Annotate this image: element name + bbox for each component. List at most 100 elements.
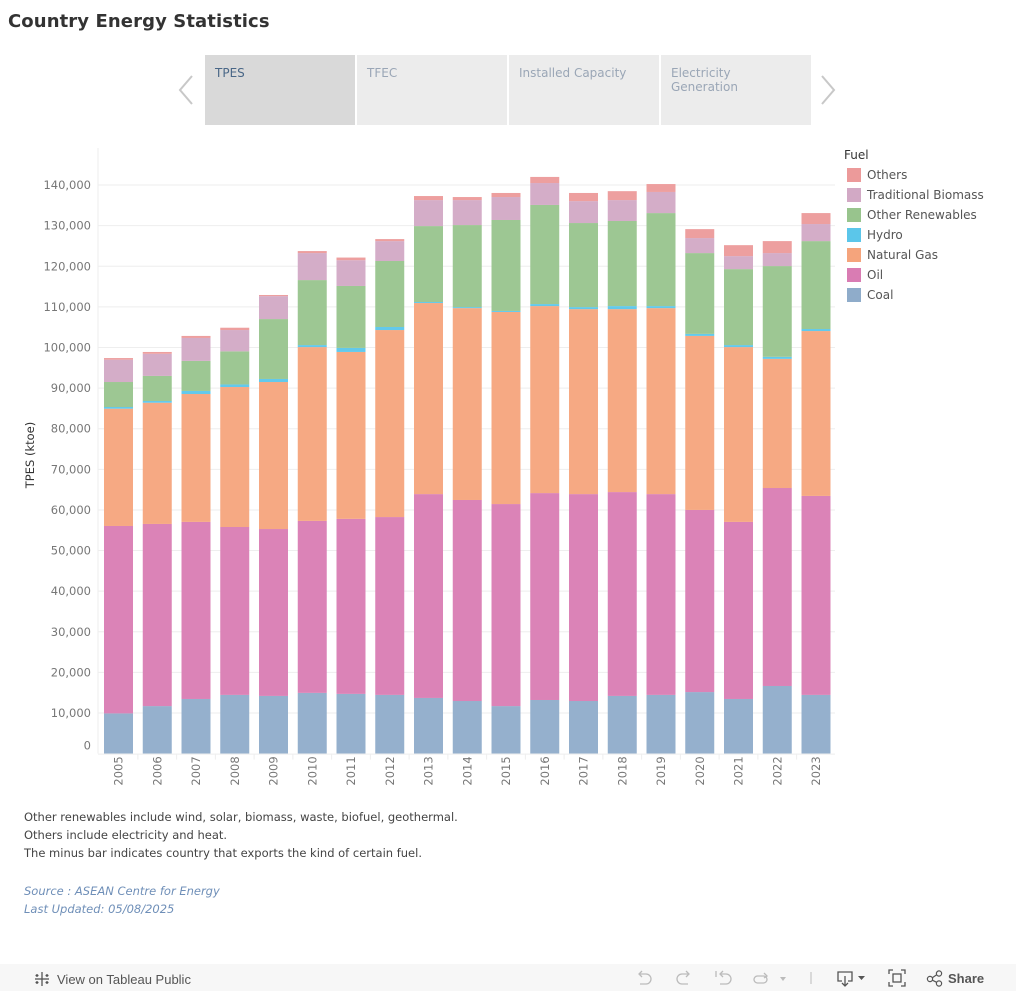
share-button[interactable]: Share (926, 969, 984, 987)
refresh-button[interactable] (752, 969, 790, 987)
download-button[interactable] (836, 969, 868, 987)
bar-segment-others[interactable] (452, 197, 482, 201)
bar-segment-others[interactable] (181, 335, 211, 338)
bar-segment-other-renewables[interactable] (297, 280, 327, 346)
bar-segment-coal[interactable] (142, 706, 172, 754)
bar-segment-oil[interactable] (181, 521, 211, 699)
bar-segment-natural-gas[interactable] (801, 331, 831, 496)
bar-segment-traditional-biomass[interactable] (375, 241, 405, 262)
bar-segment-coal[interactable] (220, 694, 250, 754)
tabs-prev-button[interactable] (175, 72, 199, 108)
bar-segment-natural-gas[interactable] (104, 408, 133, 526)
bar-segment-natural-gas[interactable] (414, 303, 443, 495)
bar-segment-traditional-biomass[interactable] (724, 256, 753, 270)
bar-segment-others[interactable] (685, 229, 715, 239)
bar-stack-2007[interactable] (181, 335, 211, 754)
bar-segment-hydro[interactable] (607, 306, 637, 310)
bar-segment-natural-gas[interactable] (685, 335, 715, 510)
bar-stack-2020[interactable] (685, 229, 715, 754)
bar-segment-hydro[interactable] (181, 390, 211, 394)
bar-segment-coal[interactable] (530, 699, 560, 754)
bar-stack-2005[interactable] (104, 358, 133, 754)
bar-segment-other-renewables[interactable] (801, 241, 831, 330)
bar-segment-others[interactable] (220, 327, 250, 331)
bar-segment-coal[interactable] (491, 706, 521, 754)
bar-segment-natural-gas[interactable] (297, 347, 327, 521)
bar-segment-oil[interactable] (259, 529, 288, 696)
bar-segment-traditional-biomass[interactable] (569, 201, 598, 224)
bar-segment-others[interactable] (724, 245, 753, 257)
bar-segment-other-renewables[interactable] (646, 213, 676, 307)
bar-segment-oil[interactable] (414, 494, 443, 698)
bar-segment-oil[interactable] (685, 509, 715, 693)
bar-segment-hydro[interactable] (569, 307, 598, 310)
bar-segment-other-renewables[interactable] (336, 285, 366, 348)
bar-segment-others[interactable] (259, 294, 288, 297)
redo-button[interactable] (674, 969, 694, 987)
bar-stack-2018[interactable] (607, 191, 637, 754)
bar-segment-others[interactable] (104, 358, 133, 360)
bar-stack-2017[interactable] (569, 192, 598, 754)
bar-segment-traditional-biomass[interactable] (685, 238, 715, 254)
bar-stack-2013[interactable] (414, 196, 443, 754)
bar-segment-hydro[interactable] (259, 378, 288, 383)
bar-segment-other-renewables[interactable] (142, 375, 172, 401)
legend-item-natural-gas[interactable]: Natural Gas (844, 245, 984, 265)
bar-segment-traditional-biomass[interactable] (530, 183, 560, 205)
bar-stack-2021[interactable] (724, 245, 753, 754)
legend-item-hydro[interactable]: Hydro (844, 225, 984, 245)
bar-segment-natural-gas[interactable] (142, 402, 172, 524)
bar-segment-oil[interactable] (724, 521, 753, 699)
bar-segment-others[interactable] (375, 239, 405, 242)
bar-segment-oil[interactable] (646, 494, 676, 695)
bar-segment-coal[interactable] (569, 701, 598, 754)
bar-stack-2019[interactable] (646, 184, 676, 754)
bar-segment-others[interactable] (569, 192, 598, 202)
view-on-tableau-public-link[interactable]: View on Tableau Public (33, 970, 191, 988)
bar-segment-natural-gas[interactable] (724, 347, 753, 522)
legend-item-oil[interactable]: Oil (844, 265, 984, 285)
bar-segment-coal[interactable] (646, 694, 676, 754)
bar-segment-traditional-biomass[interactable] (452, 200, 482, 226)
bar-segment-traditional-biomass[interactable] (801, 224, 831, 242)
bar-segment-traditional-biomass[interactable] (336, 260, 366, 286)
bar-segment-traditional-biomass[interactable] (220, 330, 250, 352)
bar-segment-coal[interactable] (801, 694, 831, 754)
bar-segment-others[interactable] (801, 213, 831, 225)
bar-stack-2015[interactable] (491, 192, 521, 754)
bar-segment-oil[interactable] (762, 488, 792, 686)
bar-segment-other-renewables[interactable] (414, 226, 443, 303)
bar-segment-hydro[interactable] (414, 302, 443, 304)
bar-segment-oil[interactable] (336, 518, 366, 694)
legend-item-other-renewables[interactable]: Other Renewables (844, 205, 984, 225)
bar-segment-natural-gas[interactable] (569, 309, 598, 495)
bar-stack-2022[interactable] (762, 241, 792, 754)
bar-segment-other-renewables[interactable] (259, 319, 288, 379)
bar-segment-hydro[interactable] (762, 356, 792, 359)
bar-segment-natural-gas[interactable] (375, 330, 405, 518)
bar-segment-others[interactable] (414, 196, 443, 201)
bar-segment-natural-gas[interactable] (220, 387, 250, 527)
bar-segment-natural-gas[interactable] (762, 358, 792, 489)
bar-segment-others[interactable] (336, 257, 366, 261)
bar-segment-other-renewables[interactable] (181, 360, 211, 391)
bar-segment-others[interactable] (491, 192, 521, 198)
bar-segment-hydro[interactable] (452, 307, 482, 309)
bar-segment-other-renewables[interactable] (762, 266, 792, 357)
bar-segment-coal[interactable] (297, 692, 327, 754)
revert-button[interactable] (713, 969, 735, 987)
bar-stack-2023[interactable] (801, 213, 831, 754)
bar-segment-oil[interactable] (530, 493, 560, 700)
bar-segment-other-renewables[interactable] (452, 225, 482, 308)
bar-stack-2008[interactable] (220, 327, 250, 754)
bar-segment-coal[interactable] (336, 693, 366, 754)
fullscreen-button[interactable] (888, 969, 906, 987)
bar-segment-coal[interactable] (181, 698, 211, 754)
bar-segment-hydro[interactable] (646, 306, 676, 309)
bar-stack-2010[interactable] (297, 251, 327, 754)
bar-stack-2014[interactable] (452, 197, 482, 754)
bar-segment-oil[interactable] (452, 499, 482, 702)
bar-stack-2016[interactable] (530, 176, 560, 754)
bar-segment-oil[interactable] (375, 517, 405, 695)
bar-stack-2009[interactable] (259, 294, 288, 754)
